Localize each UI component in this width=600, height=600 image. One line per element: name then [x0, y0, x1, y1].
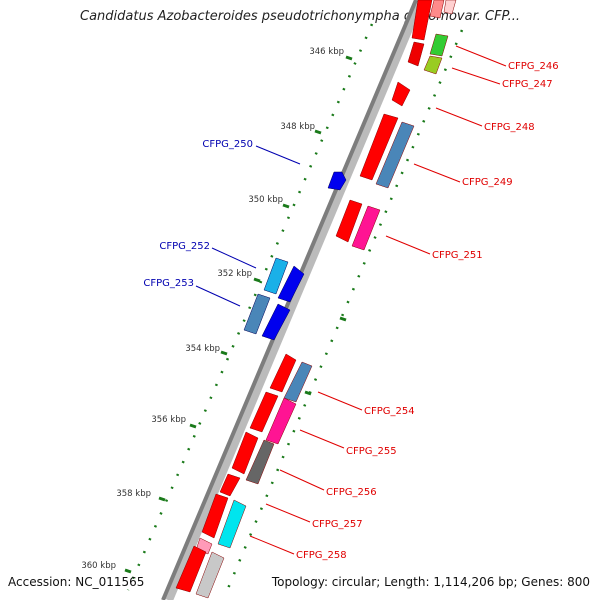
gene-cfpg-253-b[interactable] — [261, 303, 291, 341]
gene-cfpg-255-a[interactable] — [249, 391, 279, 433]
gene-label-cfpg-253[interactable]: CFPG_253 — [143, 278, 194, 289]
tick-348 — [314, 129, 322, 135]
leader-cfpg-246 — [455, 45, 507, 67]
gene-cfpg-257-b[interactable] — [201, 493, 229, 539]
gene-label-cfpg-255[interactable]: CFPG_255 — [346, 446, 397, 457]
gene-cfpg-254-b[interactable] — [283, 361, 313, 403]
gene-block-top-c[interactable] — [443, 0, 457, 15]
gene-cfpg-249-a[interactable] — [359, 113, 399, 181]
tick-350 — [282, 203, 290, 209]
leader-cfpg-255 — [299, 429, 345, 449]
leader-cfpg-249 — [413, 163, 461, 183]
gene-cfpg-257-c[interactable] — [217, 499, 247, 549]
leader-cfpg-254 — [317, 391, 363, 411]
gene-cfpg-252-b[interactable] — [277, 265, 305, 303]
tick-352 — [253, 277, 261, 283]
reverse-strand-genes — [243, 171, 347, 341]
gene-label-cfpg-250[interactable]: CFPG_250 — [202, 139, 253, 150]
gene-cfpg-253-a[interactable] — [243, 293, 271, 335]
axis-label-346: 346 kbp — [309, 47, 344, 57]
scale-ticks — [124, 55, 353, 574]
gene-cfpg-258-c[interactable] — [195, 551, 225, 599]
gene-cfpg-251-b[interactable] — [351, 205, 381, 251]
gene-label-cfpg-258[interactable]: CFPG_258 — [296, 550, 347, 561]
leader-cfpg-250 — [255, 145, 301, 165]
leader-lines — [195, 45, 507, 555]
backbone-arc — [163, 0, 425, 600]
leader-cfpg-248 — [435, 107, 483, 127]
tick-360 — [124, 568, 132, 574]
leader-cfpg-253 — [195, 285, 241, 307]
gene-label-cfpg-254[interactable]: CFPG_254 — [364, 406, 415, 417]
axis-label-356: 356 kbp — [151, 415, 186, 425]
gene-label-cfpg-246[interactable]: CFPG_246 — [508, 61, 559, 72]
accession-text: Accession: NC_011565 — [8, 575, 145, 589]
axis-label-350: 350 kbp — [248, 195, 283, 205]
leader-cfpg-251 — [385, 235, 431, 255]
axis-label-358: 358 kbp — [116, 489, 151, 499]
leader-cfpg-256 — [279, 469, 325, 491]
gene-cfpg-256-b[interactable] — [245, 439, 275, 485]
gene-label-cfpg-252[interactable]: CFPG_252 — [159, 241, 210, 252]
axis-label-348: 348 kbp — [280, 122, 315, 132]
gene-label-cfpg-256[interactable]: CFPG_256 — [326, 487, 377, 498]
outer-dotted-ring — [126, 23, 374, 591]
gene-cfpg-256-a[interactable] — [231, 431, 259, 475]
gene-label-cfpg-247[interactable]: CFPG_247 — [502, 79, 553, 90]
tick-356 — [189, 423, 197, 429]
gene-cfpg-257-a[interactable] — [219, 473, 241, 497]
tick-346 — [345, 55, 353, 61]
leader-cfpg-257 — [265, 503, 311, 523]
tick-358 — [158, 496, 166, 502]
tick-inner-b — [304, 390, 312, 396]
gene-cfpg-249-b[interactable] — [375, 121, 415, 189]
gene-cfpg-254-a[interactable] — [269, 353, 297, 393]
gene-cfpg-258-b[interactable] — [175, 545, 207, 593]
gene-cfpg-246-a[interactable] — [407, 41, 425, 67]
gene-cfpg-247[interactable] — [423, 55, 443, 75]
leader-cfpg-252 — [211, 247, 257, 269]
gene-cfpg-246-b[interactable] — [429, 33, 449, 57]
gene-cfpg-250[interactable] — [327, 171, 347, 191]
gene-label-cfpg-257[interactable]: CFPG_257 — [312, 519, 363, 530]
forward-strand-genes — [175, 0, 457, 599]
gene-block-top-b[interactable] — [429, 0, 445, 19]
axis-label-360: 360 kbp — [81, 561, 116, 571]
topology-text: Topology: circular; Length: 1,114,206 bp… — [271, 575, 590, 589]
gene-cfpg-252-a[interactable] — [263, 257, 289, 295]
gene-cfpg-251-a[interactable] — [335, 199, 363, 243]
gene-block-top-a[interactable] — [411, 0, 433, 41]
axis-label-352: 352 kbp — [217, 269, 252, 279]
gene-label-cfpg-248[interactable]: CFPG_248 — [484, 122, 535, 133]
gene-label-cfpg-249[interactable]: CFPG_249 — [462, 177, 513, 188]
leader-cfpg-247 — [451, 67, 501, 85]
gene-label-cfpg-251[interactable]: CFPG_251 — [432, 250, 483, 261]
leader-cfpg-258 — [249, 535, 295, 555]
gene-cfpg-248[interactable] — [391, 81, 411, 107]
axis-label-354: 354 kbp — [185, 344, 220, 354]
gene-cfpg-255-b[interactable] — [265, 397, 297, 445]
tick-354 — [220, 350, 228, 356]
tick-inner-a — [339, 316, 347, 322]
